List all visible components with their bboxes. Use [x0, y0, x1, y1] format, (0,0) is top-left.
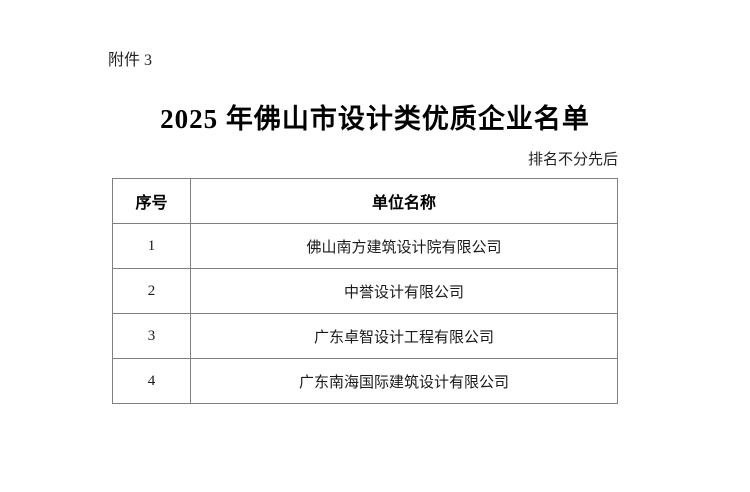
cell-name: 佛山南方建筑设计院有限公司 — [190, 223, 618, 269]
table-header-no: 序号 — [112, 178, 191, 224]
cell-no: 3 — [112, 313, 191, 359]
enterprise-table: 序号 单位名称 1 佛山南方建筑设计院有限公司 2 中誉设计有限公司 3 广东卓… — [112, 178, 618, 404]
cell-no: 2 — [112, 268, 191, 314]
ranking-note: 排名不分先后 — [527, 152, 618, 168]
cell-no: 4 — [112, 358, 191, 404]
table-row: 4 广东南海国际建筑设计有限公司 — [112, 358, 618, 404]
cell-name: 广东卓智设计工程有限公司 — [190, 313, 618, 359]
cell-name: 中誉设计有限公司 — [190, 268, 618, 314]
table-header-row: 序号 单位名称 — [112, 178, 618, 224]
cell-no: 1 — [112, 223, 191, 269]
table-row: 1 佛山南方建筑设计院有限公司 — [112, 223, 618, 269]
table-row: 2 中誉设计有限公司 — [112, 268, 618, 314]
page-title: 2025 年佛山市设计类优质企业名单 — [160, 104, 590, 134]
table-row: 3 广东卓智设计工程有限公司 — [112, 313, 618, 359]
table-header-name: 单位名称 — [190, 178, 618, 224]
attachment-label: 附件 3 — [108, 52, 153, 69]
cell-name: 广东南海国际建筑设计有限公司 — [190, 358, 618, 404]
